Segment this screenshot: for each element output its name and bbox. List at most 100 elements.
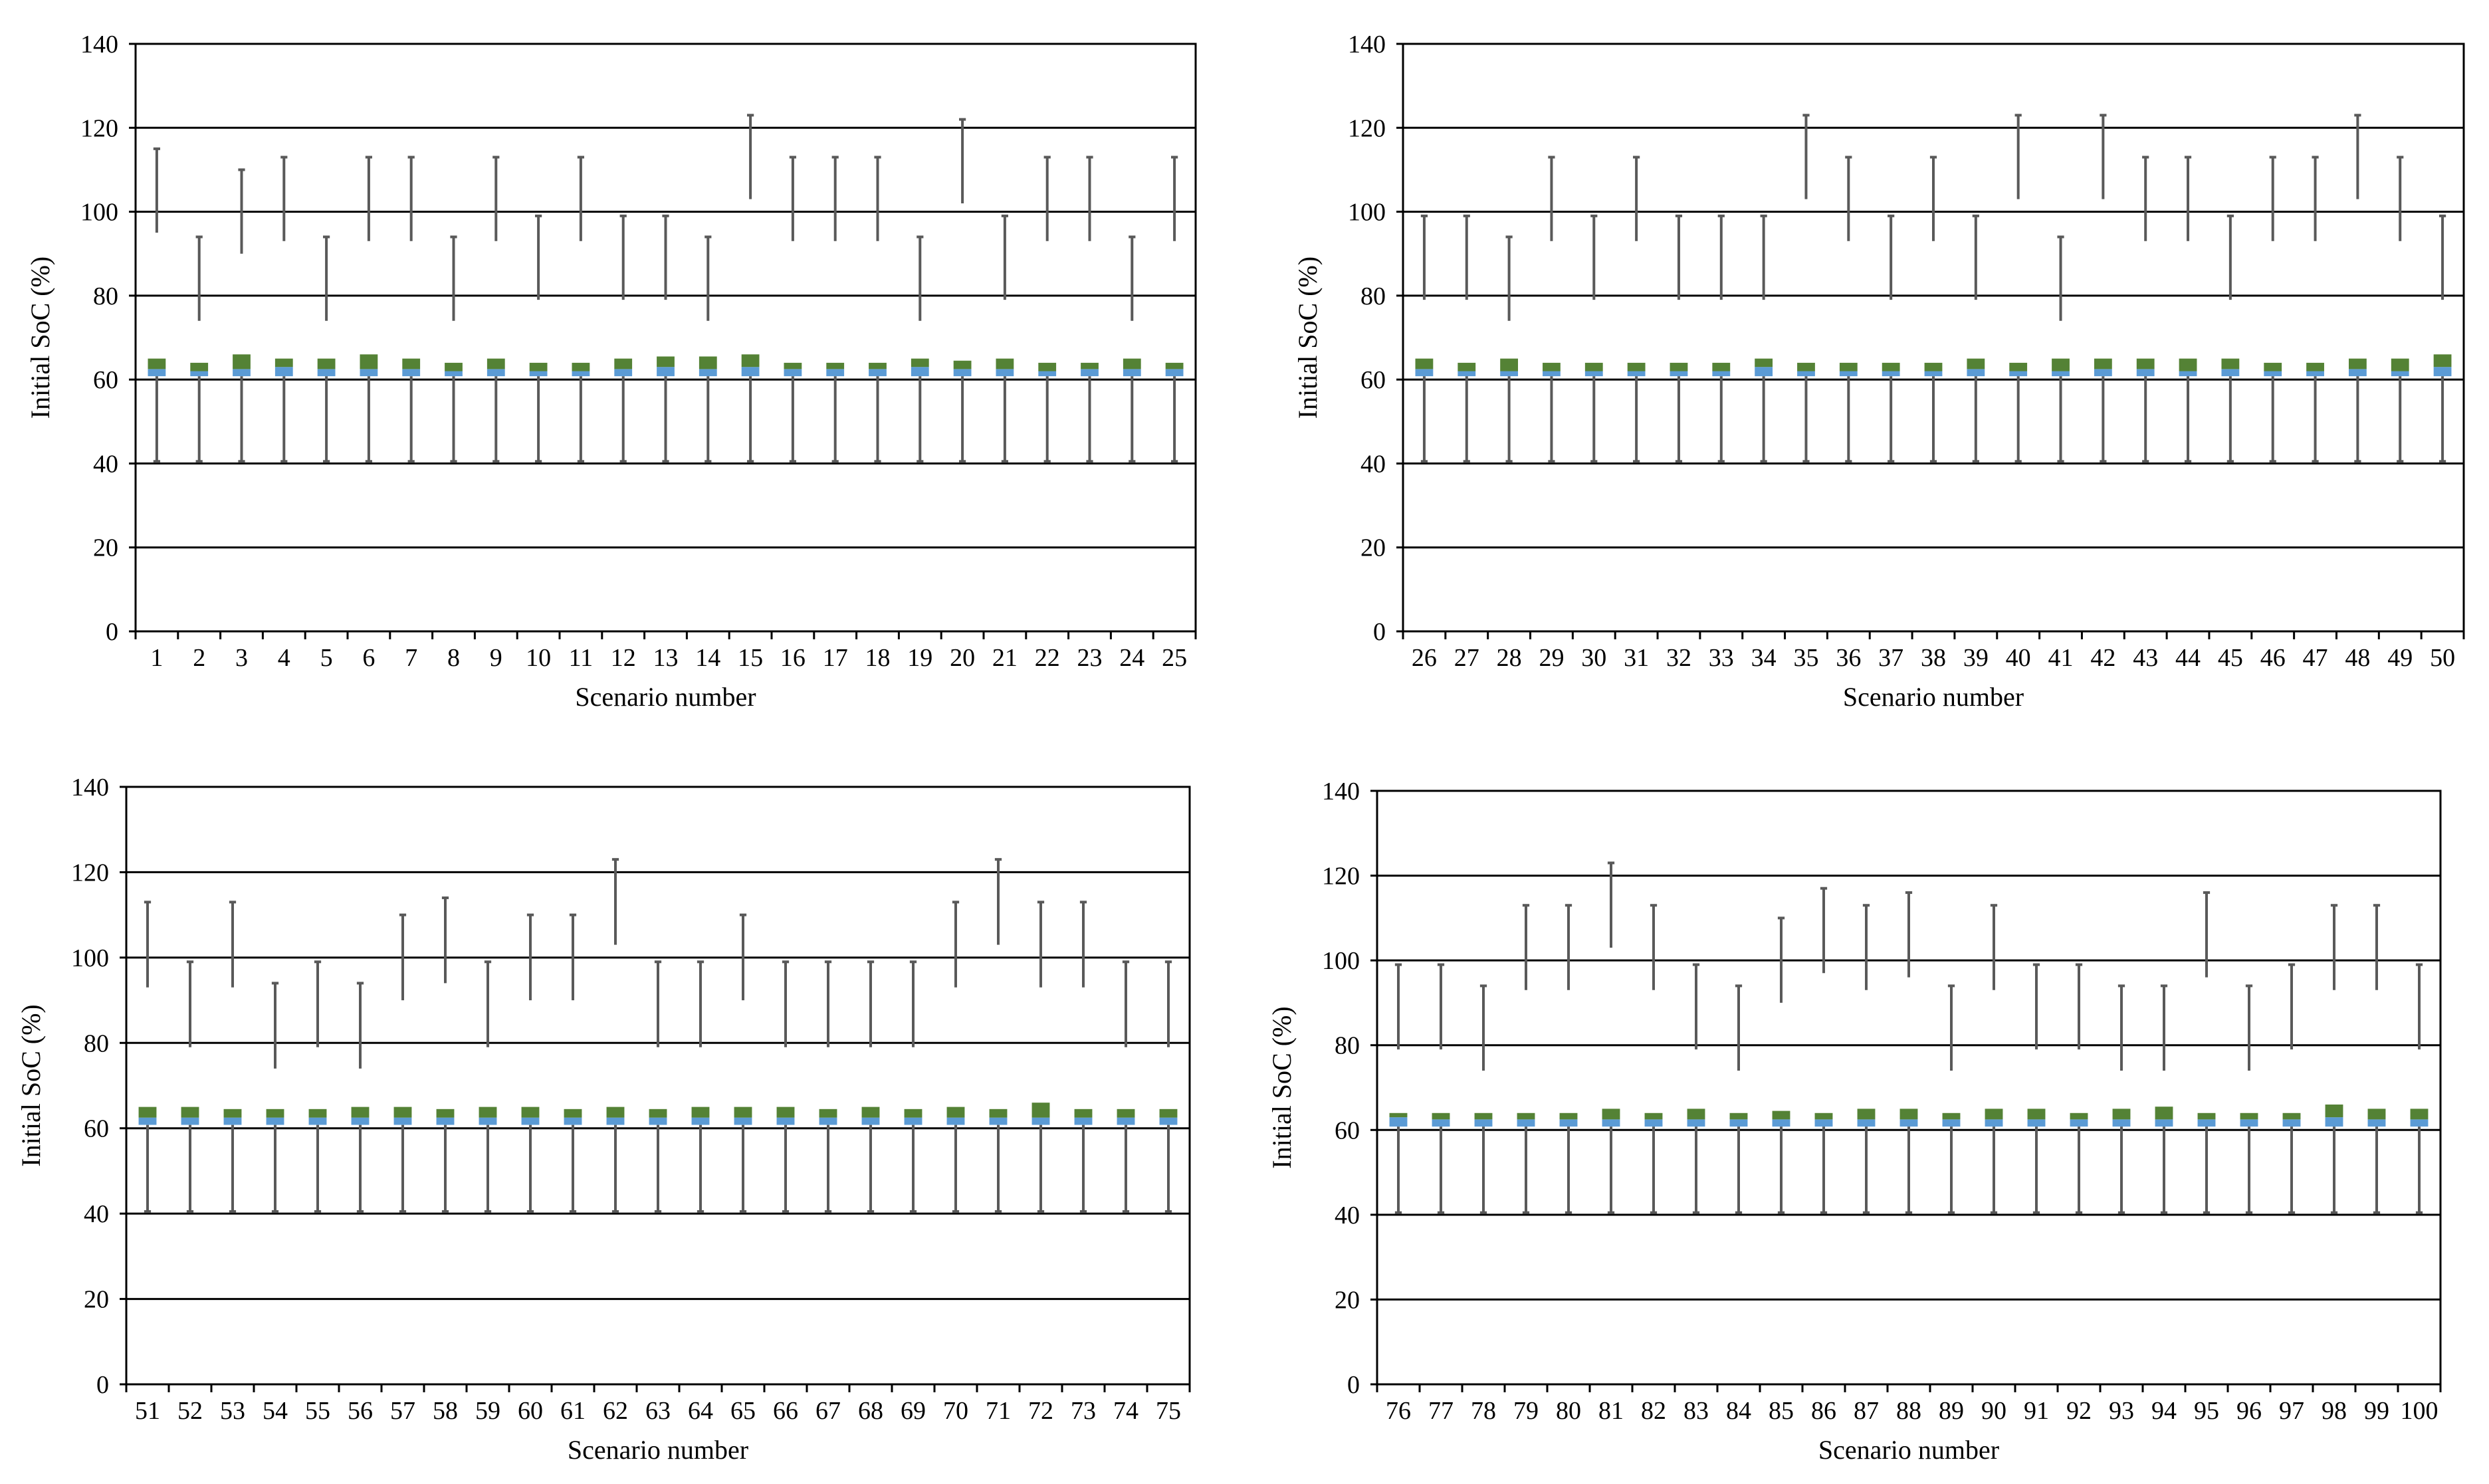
box-upper	[1712, 362, 1731, 371]
box-upper	[1729, 1113, 1748, 1120]
x-tick-label: 1	[150, 644, 163, 672]
box-upper	[776, 1107, 795, 1118]
box-upper	[1797, 362, 1815, 371]
x-tick-label: 26	[1412, 644, 1437, 672]
y-tick-label: 0	[1373, 618, 1386, 646]
box-upper	[996, 358, 1014, 370]
box-lower	[614, 369, 633, 377]
box-lower	[1159, 1117, 1178, 1125]
y-tick-label: 60	[1360, 366, 1386, 394]
box-lower	[1074, 1117, 1093, 1125]
x-tick-label: 42	[2090, 644, 2115, 672]
x-tick-label: 57	[390, 1397, 415, 1425]
box-upper	[861, 1107, 880, 1118]
box-lower	[190, 371, 209, 377]
x-tick-label: 90	[1981, 1397, 2006, 1425]
box-lower	[2197, 1119, 2216, 1127]
x-tick-label: 78	[1471, 1397, 1496, 1425]
x-tick-label: 84	[1726, 1397, 1751, 1425]
x-tick-label: 39	[1963, 644, 1989, 672]
box-upper	[360, 354, 378, 370]
y-tick-label: 100	[80, 199, 118, 227]
x-tick-label: 22	[1035, 644, 1060, 672]
x-tick-label: 16	[780, 644, 806, 672]
y-tick-label: 20	[93, 534, 118, 562]
box-lower	[2136, 369, 2155, 377]
x-tick-label: 35	[1793, 644, 1818, 672]
x-tick-label: 89	[1939, 1397, 1964, 1425]
box-lower	[1038, 371, 1057, 377]
box-upper	[2009, 362, 2028, 371]
chart-panel-2: 0 20 40 60 80 100 120 140 26 27 28 29 30 31 32 33 34 35 36…	[1293, 31, 2465, 712]
box-upper	[911, 358, 929, 368]
box-lower	[2433, 367, 2452, 377]
box-upper	[1500, 358, 1519, 371]
x-tick-label: 28	[1497, 644, 1522, 672]
x-tick-label: 5	[320, 644, 333, 672]
x-tick-label: 34	[1751, 644, 1777, 672]
box-lower	[223, 1117, 242, 1125]
box-upper	[691, 1107, 710, 1118]
x-tick-label: 87	[1854, 1397, 1879, 1425]
box-lower	[1474, 1119, 1493, 1127]
y-tick-label: 60	[84, 1115, 109, 1143]
box-upper	[2221, 358, 2240, 370]
box-lower	[2325, 1117, 2343, 1127]
box-upper	[2027, 1109, 2046, 1120]
box-lower	[393, 1117, 412, 1125]
x-axis-title: Scenario number	[1843, 682, 2024, 712]
box-upper	[1602, 1109, 1620, 1120]
box-lower	[1882, 371, 1900, 377]
x-tick-label: 61	[560, 1397, 586, 1425]
x-tick-label: 100	[2401, 1397, 2438, 1425]
box-lower	[911, 367, 929, 377]
x-tick-label: 9	[490, 644, 502, 672]
box-lower	[606, 1117, 625, 1125]
box-upper	[1458, 362, 1476, 371]
box-upper	[1644, 1113, 1663, 1120]
x-tick-label: 40	[2006, 644, 2031, 672]
box-lower	[946, 1117, 965, 1125]
box-lower	[1797, 371, 1815, 377]
box-lower	[734, 1117, 752, 1125]
x-tick-label: 2	[193, 644, 205, 672]
box-upper	[1031, 1103, 1050, 1118]
y-axis-title: Initial SoC (%)	[1293, 257, 1323, 419]
x-tick-label: 60	[518, 1397, 543, 1425]
box-upper	[564, 1109, 582, 1118]
box-upper	[946, 1107, 965, 1118]
x-tick-label: 52	[177, 1397, 203, 1425]
y-axis-title: Initial SoC (%)	[16, 1004, 46, 1166]
box-lower	[1772, 1119, 1790, 1127]
chart-panel-3: 0 20 40 60 80 100 120 140 51 52 53 54 55 56 57 58 59 60 61…	[16, 774, 1191, 1465]
box-upper	[784, 362, 802, 370]
box-lower	[521, 1117, 540, 1125]
box-upper	[138, 1107, 157, 1118]
y-tick-label: 20	[84, 1286, 109, 1314]
y-tick-label: 120	[80, 114, 118, 142]
box-lower	[1644, 1119, 1663, 1127]
x-tick-label: 83	[1683, 1397, 1709, 1425]
box-upper	[1755, 358, 1773, 368]
y-tick-label: 40	[84, 1200, 109, 1228]
box-lower	[826, 369, 845, 377]
y-tick-label: 140	[1322, 778, 1360, 805]
x-tick-label: 77	[1428, 1397, 1454, 1425]
box-upper	[1559, 1113, 1578, 1120]
box-lower	[2112, 1119, 2131, 1127]
box-lower	[1543, 371, 1561, 377]
box-upper	[1123, 358, 1141, 370]
box-upper	[819, 1109, 837, 1118]
box-lower	[741, 367, 760, 377]
x-tick-label: 86	[1811, 1397, 1836, 1425]
x-tick-label: 13	[653, 644, 679, 672]
box-lower	[2155, 1119, 2173, 1127]
y-tick-label: 60	[1335, 1116, 1360, 1144]
box-lower	[351, 1117, 370, 1125]
x-axis-title: Scenario number	[1818, 1435, 1999, 1465]
box-lower	[861, 1117, 880, 1125]
x-tick-label: 21	[992, 644, 1018, 672]
x-tick-label: 79	[1513, 1397, 1539, 1425]
box-upper	[2112, 1109, 2131, 1120]
